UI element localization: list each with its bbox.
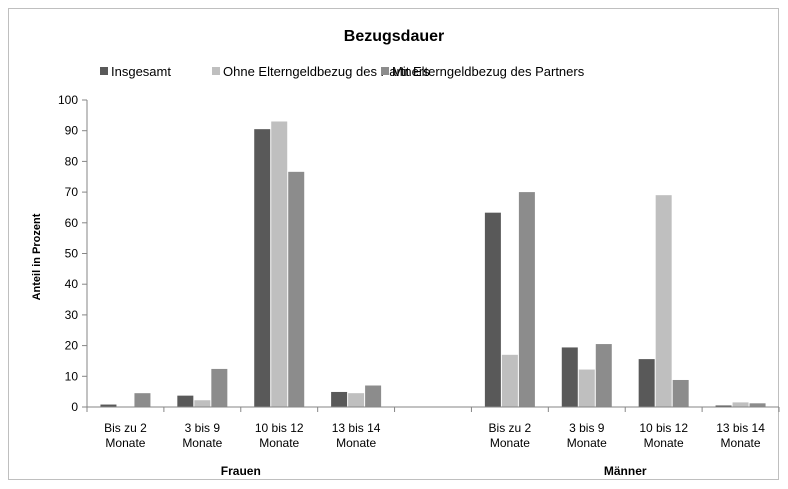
bar [134, 393, 151, 407]
legend-item: Insgesamt [100, 64, 171, 79]
y-tick-label: 20 [65, 339, 79, 353]
bar [100, 404, 117, 407]
x-tick-label: Monate [105, 436, 145, 450]
x-tick-label: Bis zu 2 [489, 421, 532, 435]
chart-frame: Bezugsdauer Insgesamt Ohne Elterngeldbezu… [8, 8, 780, 480]
x-tick-label: Monate [721, 436, 761, 450]
group-label: Frauen [221, 464, 261, 478]
bars [100, 121, 766, 408]
y-tick-label: 30 [65, 308, 79, 322]
legend-label: Ohne Elterngeldbezug des Partners [223, 64, 430, 79]
legend-item: Ohne Elterngeldbezug des Partners [212, 64, 430, 79]
x-tick-label: Bis zu 2 [104, 421, 147, 435]
x-tick-label: 10 bis 12 [639, 421, 688, 435]
x-tick-label: Monate [567, 436, 607, 450]
axes [86, 100, 779, 408]
x-tick-label: Monate [259, 436, 299, 450]
bar [254, 129, 271, 407]
legend-item: Mit Elterngeldbezug des Partners [381, 64, 585, 79]
y-tick-label: 90 [65, 124, 79, 138]
legend-swatch [381, 67, 389, 75]
bar [288, 171, 305, 407]
x-tick-label: Monate [336, 436, 376, 450]
legend-swatch [212, 67, 220, 75]
bar [655, 195, 672, 407]
group-label: Männer [604, 464, 647, 478]
bar [672, 379, 689, 407]
bar-chart: Bezugsdauer Insgesamt Ohne Elterngeldbezu… [31, 28, 780, 478]
bar [194, 400, 211, 407]
bar [578, 369, 595, 407]
y-axis-ticks: 0 10 20 30 40 50 60 70 80 90 100 [58, 93, 87, 414]
y-tick-label: 80 [65, 154, 79, 168]
x-tick-label: 10 bis 12 [255, 421, 304, 435]
y-tick-label: 0 [71, 400, 78, 414]
bar [348, 393, 365, 407]
bar [484, 212, 501, 407]
bar [331, 391, 348, 407]
y-tick-label: 10 [65, 369, 79, 383]
bar [561, 347, 578, 407]
bar [365, 385, 382, 407]
bar [211, 368, 228, 407]
bar [501, 354, 518, 407]
group-labels: Frauen Männer [221, 464, 647, 478]
legend-swatch [100, 67, 108, 75]
y-tick-label: 60 [65, 216, 79, 230]
x-tick-label: Monate [644, 436, 684, 450]
x-tick-label: Monate [490, 436, 530, 450]
bar [518, 192, 535, 407]
x-tick-label: 3 bis 9 [185, 421, 221, 435]
y-axis-label: Anteil in Prozent [31, 213, 43, 300]
bar [638, 359, 655, 407]
y-tick-label: 50 [65, 247, 79, 261]
legend: Insgesamt Ohne Elterngeldbezug des Partne… [100, 64, 585, 79]
y-tick-label: 70 [65, 185, 79, 199]
x-tick-label: 3 bis 9 [569, 421, 605, 435]
x-tick-label: Monate [182, 436, 222, 450]
bar [732, 402, 749, 407]
bar [749, 403, 766, 407]
bar [177, 395, 194, 407]
x-tick-label: 13 bis 14 [716, 421, 765, 435]
y-tick-label: 40 [65, 277, 79, 291]
legend-label: Insgesamt [111, 64, 171, 79]
chart-title: Bezugsdauer [344, 28, 444, 45]
x-tick-label: 13 bis 14 [332, 421, 381, 435]
y-tick-label: 100 [58, 93, 78, 107]
bar [595, 344, 612, 407]
legend-label: Mit Elterngeldbezug des Partners [392, 64, 585, 79]
bar [271, 121, 288, 408]
bar [715, 405, 732, 407]
